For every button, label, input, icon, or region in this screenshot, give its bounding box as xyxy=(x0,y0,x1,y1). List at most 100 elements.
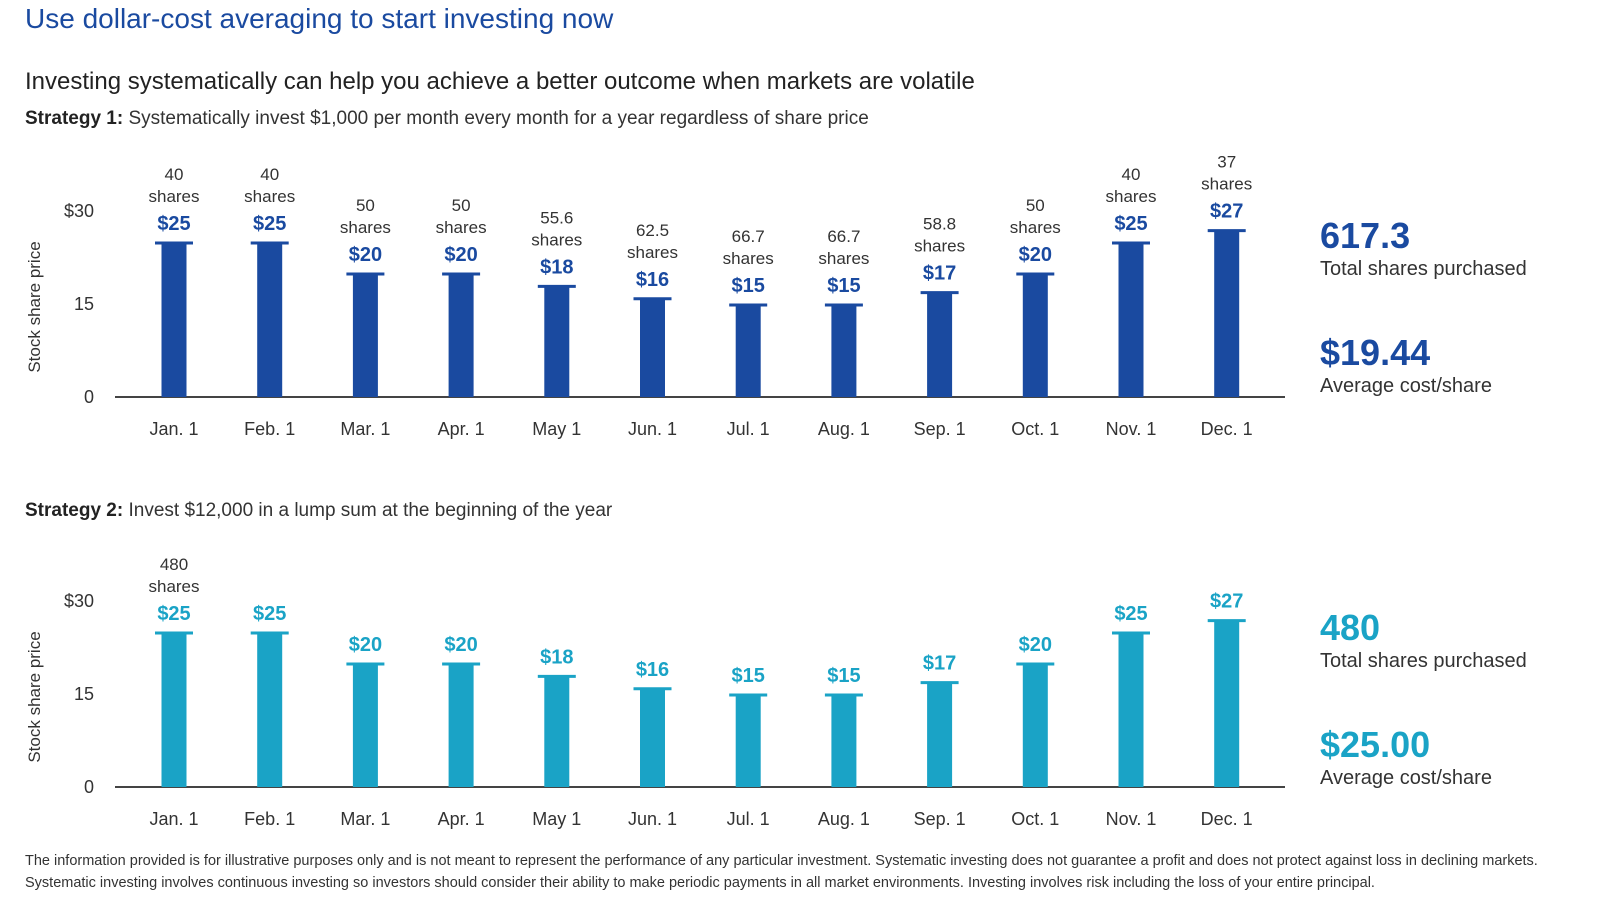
strategy2-bar xyxy=(352,663,378,787)
strategy1-shares-unit: shares xyxy=(1201,175,1252,194)
strategy2-bar xyxy=(544,675,570,787)
strategy2-price-label: $18 xyxy=(540,646,573,668)
strategy1-average-cost-label: Average cost/share xyxy=(1320,375,1492,397)
strategy1-y-tick-label: 0 xyxy=(84,387,94,407)
strategy2-average-cost: $25.00 Average cost/share xyxy=(1320,725,1492,791)
strategy2-category-label: Apr. 1 xyxy=(438,809,485,829)
strategy1-category-label: May 1 xyxy=(532,419,581,439)
strategy1-bar xyxy=(257,242,283,397)
strategy1-price-label: $20 xyxy=(1019,244,1052,266)
strategy1-category-label: Jan. 1 xyxy=(149,419,198,439)
strategy1-shares-unit: shares xyxy=(723,249,774,268)
strategy2-y-tick-label: 0 xyxy=(84,777,94,797)
strategy1-shares-unit: shares xyxy=(531,230,582,249)
strategy1-shares-count: 50 xyxy=(356,196,375,215)
strategy2-bar xyxy=(735,694,761,787)
strategy2-total-shares-value: 480 xyxy=(1320,607,1381,648)
strategy1-bar xyxy=(927,291,953,397)
strategy1-shares-unit: shares xyxy=(340,218,391,237)
strategy1-bar xyxy=(640,297,665,397)
strategy1-y-axis-title: Stock share price xyxy=(25,241,44,372)
strategy2-price-label: $27 xyxy=(1210,591,1243,613)
strategy1-shares-count: 50 xyxy=(452,196,471,215)
strategy1-total-shares-label: Total shares purchased xyxy=(1320,258,1527,280)
strategy2-average-cost-value: $25.00 xyxy=(1320,724,1431,765)
strategy1-shares-count: 66.7 xyxy=(827,227,860,246)
strategy2-bar xyxy=(1214,619,1240,787)
strategy2-shares-unit: shares xyxy=(148,577,199,596)
strategy1-price-label: $17 xyxy=(923,263,956,285)
strategy1-price-label: $15 xyxy=(732,275,765,297)
strategy2-bar xyxy=(927,681,953,787)
strategy1-price-label: $25 xyxy=(1114,213,1147,235)
strategy1-category-label: Sep. 1 xyxy=(914,419,966,439)
strategy1-bar xyxy=(1022,273,1048,397)
strategy2-price-label: $16 xyxy=(636,659,669,681)
strategy2-bar xyxy=(257,632,283,787)
strategy1-category-label: Mar. 1 xyxy=(340,419,390,439)
strategy1-bar xyxy=(831,304,857,397)
strategy2-bar xyxy=(640,687,665,787)
strategy1-bar xyxy=(1118,242,1144,397)
strategy2-price-label: $20 xyxy=(444,634,477,656)
strategy1-bar xyxy=(544,285,570,397)
strategy1-category-label: Jun. 1 xyxy=(628,419,677,439)
strategy2-total-shares-label: Total shares purchased xyxy=(1320,650,1527,672)
strategy2-y-tick-label: 15 xyxy=(74,684,94,704)
strategy2-bar xyxy=(161,632,187,787)
strategy1-total-shares-value: 617.3 xyxy=(1320,215,1411,256)
strategy1-category-label: Oct. 1 xyxy=(1011,419,1059,439)
strategy1-shares-count: 62.5 xyxy=(636,221,669,240)
strategy1-category-label: Dec. 1 xyxy=(1201,419,1253,439)
strategy1-description: Systematically invest $1,000 per month e… xyxy=(128,108,869,129)
strategy1-bar xyxy=(735,304,761,397)
strategy1-shares-unit: shares xyxy=(627,243,678,262)
strategy1-shares-count: 50 xyxy=(1026,196,1045,215)
strategy1-shares-unit: shares xyxy=(914,237,965,256)
strategy1-price-label: $20 xyxy=(349,244,382,266)
strategy1-heading: Strategy 1: Systematically invest $1,000… xyxy=(25,108,869,130)
strategy2-price-label: $17 xyxy=(923,653,956,675)
strategy1-shares-count: 40 xyxy=(260,165,279,184)
strategy2-category-label: May 1 xyxy=(532,809,581,829)
strategy2-heading: Strategy 2: Invest $12,000 in a lump sum… xyxy=(25,500,612,522)
strategy2-average-cost-label: Average cost/share xyxy=(1320,767,1492,789)
strategy1-y-tick-label: 15 xyxy=(74,294,94,314)
strategy2-category-label: Jun. 1 xyxy=(628,809,677,829)
strategy1-price-label: $27 xyxy=(1210,201,1243,223)
strategy1-shares-count: 40 xyxy=(1122,165,1141,184)
strategy2-category-label: Nov. 1 xyxy=(1106,809,1157,829)
strategy2-y-tick-label: $30 xyxy=(64,591,94,611)
strategy2-label: Strategy 2: xyxy=(25,500,124,521)
strategy1-category-label: Feb. 1 xyxy=(244,419,295,439)
strategy2-bar xyxy=(1118,632,1144,787)
strategy2-bar xyxy=(831,694,857,787)
disclaimer-footnote: The information provided is for illustra… xyxy=(25,850,1575,894)
strategy1-price-label: $15 xyxy=(827,275,860,297)
strategy2-chart: Stock share price 0 15 $30 $25 shares 480 Jan. … xyxy=(25,555,1285,829)
strategy1-shares-unit: shares xyxy=(244,187,295,206)
strategy2-price-label: $25 xyxy=(157,603,190,625)
strategy1-price-label: $20 xyxy=(444,244,477,266)
strategy2-price-label: $20 xyxy=(1019,634,1052,656)
strategy1-shares-count: 40 xyxy=(165,165,184,184)
strategy1-shares-unit: shares xyxy=(1105,187,1156,206)
strategy1-price-label: $16 xyxy=(636,269,669,291)
strategy2-bar xyxy=(448,663,474,787)
disclaimer-line-2: Systematic investing involves continuous… xyxy=(25,875,1375,891)
strategy2-category-label: Jul. 1 xyxy=(727,809,770,829)
strategy2-category-label: Mar. 1 xyxy=(340,809,390,829)
strategy2-category-label: Oct. 1 xyxy=(1011,809,1059,829)
strategy1-category-label: Jul. 1 xyxy=(727,419,770,439)
strategy2-price-label: $25 xyxy=(1114,603,1147,625)
strategy1-shares-unit: shares xyxy=(818,249,869,268)
strategy1-shares-unit: shares xyxy=(148,187,199,206)
strategy2-total-shares: 480 Total shares purchased xyxy=(1320,608,1527,674)
strategy2-price-label: $20 xyxy=(349,634,382,656)
strategy1-category-label: Aug. 1 xyxy=(818,419,870,439)
strategy2-category-label: Aug. 1 xyxy=(818,809,870,829)
page-title: Use dollar-cost averaging to start inves… xyxy=(25,3,614,34)
strategy1-shares-unit: shares xyxy=(436,218,487,237)
strategy2-category-label: Sep. 1 xyxy=(914,809,966,829)
strategy1-shares-count: 66.7 xyxy=(732,227,765,246)
